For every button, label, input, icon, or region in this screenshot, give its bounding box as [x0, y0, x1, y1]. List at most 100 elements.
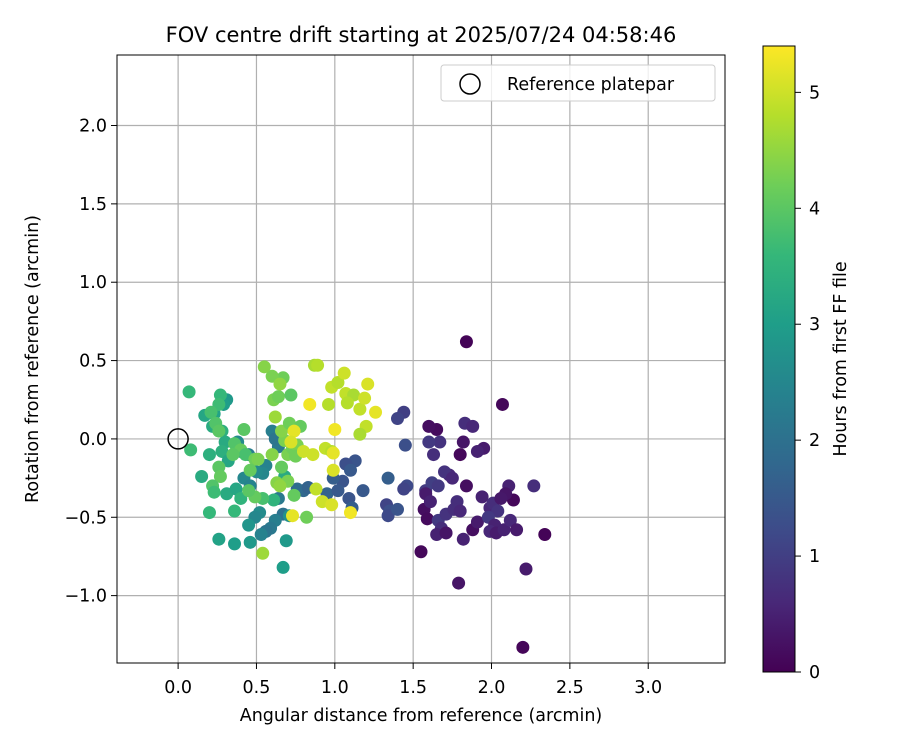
scatter-point: [328, 423, 342, 437]
scatter-point: [538, 528, 552, 542]
scatter-point: [470, 444, 484, 458]
scatter-point: [311, 358, 325, 372]
y-axis-ticks: −1.0 −0.5 0.0 0.5 1.0 1.5 2.0: [65, 117, 117, 607]
scatter-point: [510, 523, 524, 537]
legend-box: [440, 64, 716, 102]
scatter-point: [494, 491, 508, 505]
scatter-point: [207, 485, 221, 499]
scatter-point: [202, 448, 216, 462]
scatter-point: [358, 391, 372, 405]
legend-entry-reference: Reference platepar: [507, 75, 675, 95]
scatter-point: [398, 438, 412, 452]
y-tick-label: 0.5: [79, 352, 107, 372]
x-axis-ticks: 0.0 0.5 1.0 1.5 2.0 2.5 3.0: [164, 663, 662, 698]
scatter-point: [202, 506, 216, 520]
y-tick-label: 1.5: [79, 195, 107, 215]
y-tick-label: 0.0: [79, 430, 107, 450]
scatter-point: [422, 419, 436, 433]
scatter-point: [287, 488, 301, 502]
scatter-point: [340, 396, 354, 410]
scatter-point: [343, 463, 357, 477]
colorbar-ticks: 0 1 2 3 4 5: [795, 83, 820, 683]
colorbar-tick-label: 0: [809, 663, 820, 683]
colorbar-label: Hours from first FF file: [831, 261, 851, 456]
scatter-point: [381, 471, 395, 485]
x-tick-label: 1.5: [399, 678, 427, 698]
scatter-point: [226, 448, 240, 462]
scatter-point: [390, 412, 404, 426]
scatter-point: [431, 479, 445, 493]
scatter-point: [453, 448, 467, 462]
scatter-point: [369, 405, 383, 419]
plot-frame: [116, 54, 726, 664]
scatter-point: [381, 509, 395, 523]
scatter-point: [414, 545, 428, 559]
scatter-point: [284, 388, 298, 402]
scatter-point: [296, 444, 310, 458]
plot-area: [116, 54, 726, 664]
scatter-point: [453, 504, 467, 518]
scatter-point: [287, 424, 301, 438]
scatter-point: [353, 402, 367, 416]
scatter-point: [256, 546, 270, 560]
scatter-point: [456, 435, 470, 449]
scatter-points: [182, 335, 552, 654]
scatter-point: [325, 498, 339, 512]
scatter-point: [267, 493, 281, 507]
scatter-point: [184, 443, 198, 457]
scatter-point: [519, 562, 533, 576]
scatter-point: [254, 528, 268, 542]
y-axis-label: Rotation from reference (arcmin): [23, 215, 43, 503]
colorbar-tick-label: 4: [809, 199, 820, 219]
scatter-point: [251, 452, 265, 466]
scatter-point: [353, 427, 367, 441]
x-axis-label: Angular distance from reference (arcmin): [240, 706, 603, 726]
scatter-point: [279, 534, 293, 548]
scatter-point: [433, 435, 447, 449]
scatter-point: [242, 518, 256, 532]
scatter-point: [322, 397, 336, 411]
scatter-point: [237, 423, 251, 437]
scatter-point: [491, 504, 505, 518]
x-tick-label: 1.0: [321, 678, 349, 698]
scatter-point: [212, 532, 226, 546]
reference-marker: [167, 428, 189, 450]
y-tick-label: 2.0: [79, 117, 107, 137]
x-tick-label: 2.5: [556, 678, 584, 698]
colorbar: 0 1 2 3 4 5 Hours from first FF file: [762, 45, 851, 683]
scatter-point: [243, 535, 257, 549]
scatter-point: [456, 532, 470, 546]
scatter-point: [331, 484, 345, 498]
scatter-point: [326, 463, 340, 477]
scatter-point: [459, 335, 473, 349]
scatter-point: [275, 460, 289, 474]
scatter-point: [257, 360, 271, 374]
colorbar-tick-label: 5: [809, 83, 820, 103]
scatter-point: [303, 397, 317, 411]
y-tick-label: 1.0: [79, 273, 107, 293]
scatter-point: [213, 470, 227, 484]
scatter-point: [212, 424, 226, 438]
legend: Reference platepar: [440, 64, 716, 102]
scatter-point: [516, 640, 530, 654]
scatter-point: [397, 482, 411, 496]
scatter-point: [361, 377, 375, 391]
scatter-point: [265, 448, 279, 462]
colorbar-tick-label: 2: [809, 431, 820, 451]
colorbar-tick-label: 3: [809, 315, 820, 335]
scatter-point: [459, 479, 473, 493]
scatter-point: [503, 513, 517, 527]
scatter-point: [356, 484, 370, 498]
scatter-point: [497, 523, 511, 537]
scatter-point: [243, 463, 257, 477]
scatter-point: [326, 446, 340, 460]
scatter-point: [271, 390, 285, 404]
scatter-point: [445, 471, 459, 485]
y-tick-label: −1.0: [65, 587, 108, 607]
x-tick-label: 2.0: [478, 678, 506, 698]
scatter-point: [475, 490, 489, 504]
scatter-point: [423, 495, 437, 509]
y-tick-label: −0.5: [65, 508, 108, 528]
scatter-point: [420, 512, 434, 526]
x-tick-label: 0.0: [164, 678, 192, 698]
